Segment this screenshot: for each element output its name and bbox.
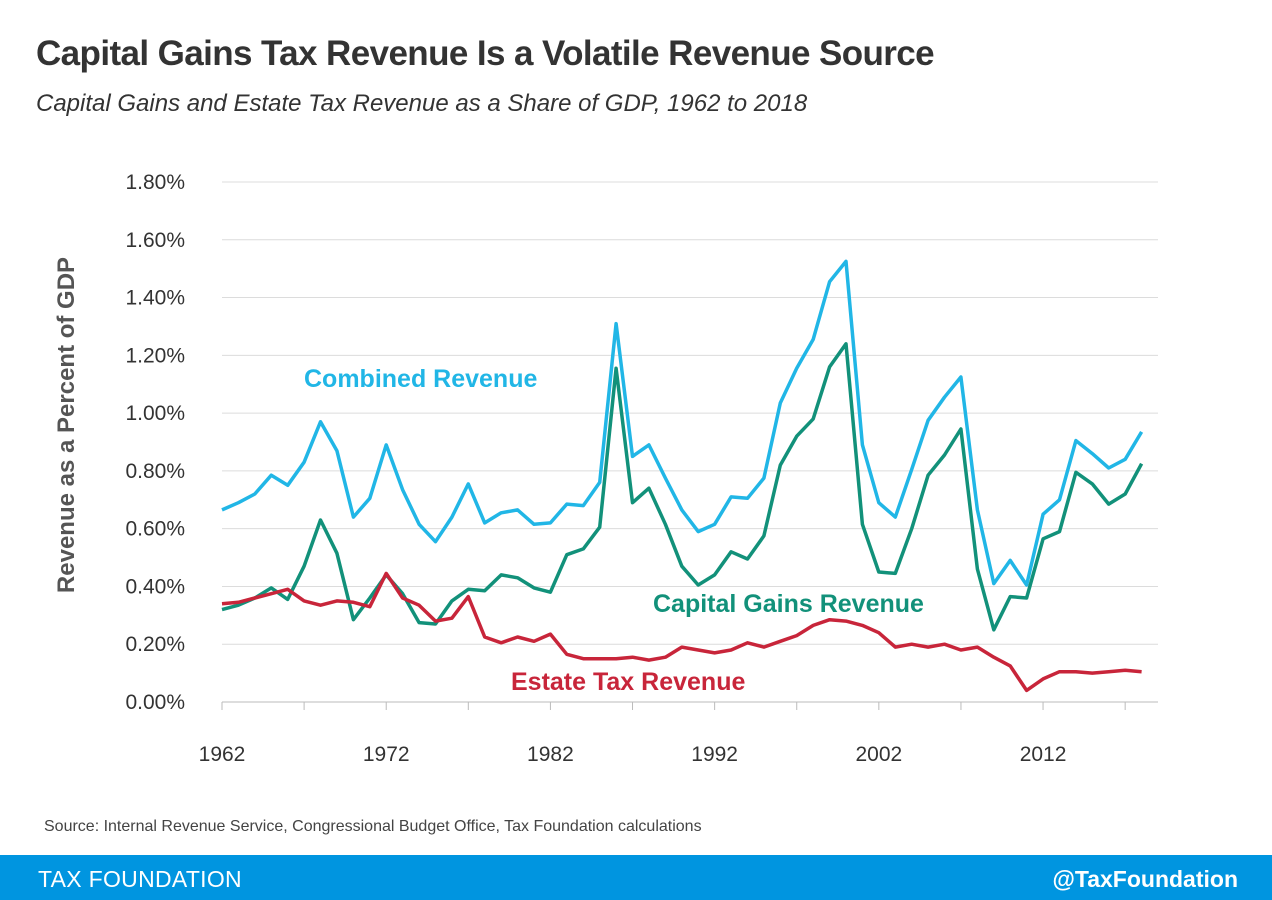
x-tick-label: 1992 [691,743,738,766]
brand-name: TAX FOUNDATION [38,866,242,892]
y-tick-label: 0.20% [125,633,185,656]
combined-revenue-line [221,259,1144,587]
x-tick-label: 1962 [199,743,246,766]
y-axis-ticks: 0.00% 0.20% 0.40% 0.60% 0.80% 1.00% 1.20% 1.40%… [125,171,185,714]
line-chart: 0.00% 0.20% 0.40% 0.60% 0.80% 1.00% 1.20% 1.40%… [53,171,1158,766]
y-tick-label: 0.80% [125,460,185,483]
y-tick-label: 1.60% [125,229,185,252]
y-tick-label: 1.20% [125,344,185,367]
y-tick-label: 0.60% [125,518,185,541]
estate-tax-revenue-label: Estate Tax Revenue [511,668,745,696]
x-tick-label: 2002 [855,743,902,766]
y-tick-label: 1.40% [125,287,185,310]
footer-bar: TAX FOUNDATION @TaxFoundation [0,855,1272,900]
x-tick-label: 1982 [527,743,574,766]
y-tick-label: 0.40% [125,575,185,598]
grid-lines [222,181,1158,645]
source-note: Source: Internal Revenue Service, Congre… [44,818,702,835]
x-axis-ticks: 1962 1972 1982 1992 2002 2012 [199,702,1126,766]
series-lines [221,259,1144,693]
x-tick-label: 1972 [363,743,410,766]
chart-title: Capital Gains Tax Revenue Is a Volatile … [36,34,935,73]
capital-gains-revenue-line [221,342,1144,632]
chart-subtitle: Capital Gains and Estate Tax Revenue as … [36,90,808,117]
y-tick-label: 1.80% [125,171,185,194]
y-tick-label: 1.00% [125,402,185,425]
y-tick-label: 0.00% [125,691,185,714]
estate-tax-revenue-line [221,571,1142,693]
y-axis-label: Revenue as a Percent of GDP [53,257,80,593]
x-tick-label: 2012 [1020,743,1067,766]
capital-gains-revenue-label: Capital Gains Revenue [653,590,924,618]
combined-revenue-label: Combined Revenue [304,365,537,393]
twitter-handle: @TaxFoundation [1052,866,1238,892]
